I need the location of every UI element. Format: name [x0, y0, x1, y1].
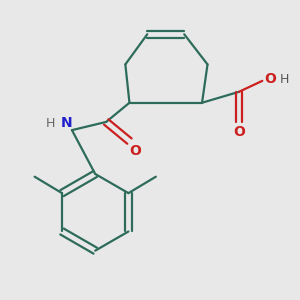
Text: N: N: [61, 116, 72, 130]
Text: O: O: [265, 73, 277, 86]
Text: O: O: [233, 124, 245, 139]
Text: H: H: [280, 73, 289, 86]
Text: O: O: [129, 144, 141, 158]
Text: H: H: [45, 117, 55, 130]
